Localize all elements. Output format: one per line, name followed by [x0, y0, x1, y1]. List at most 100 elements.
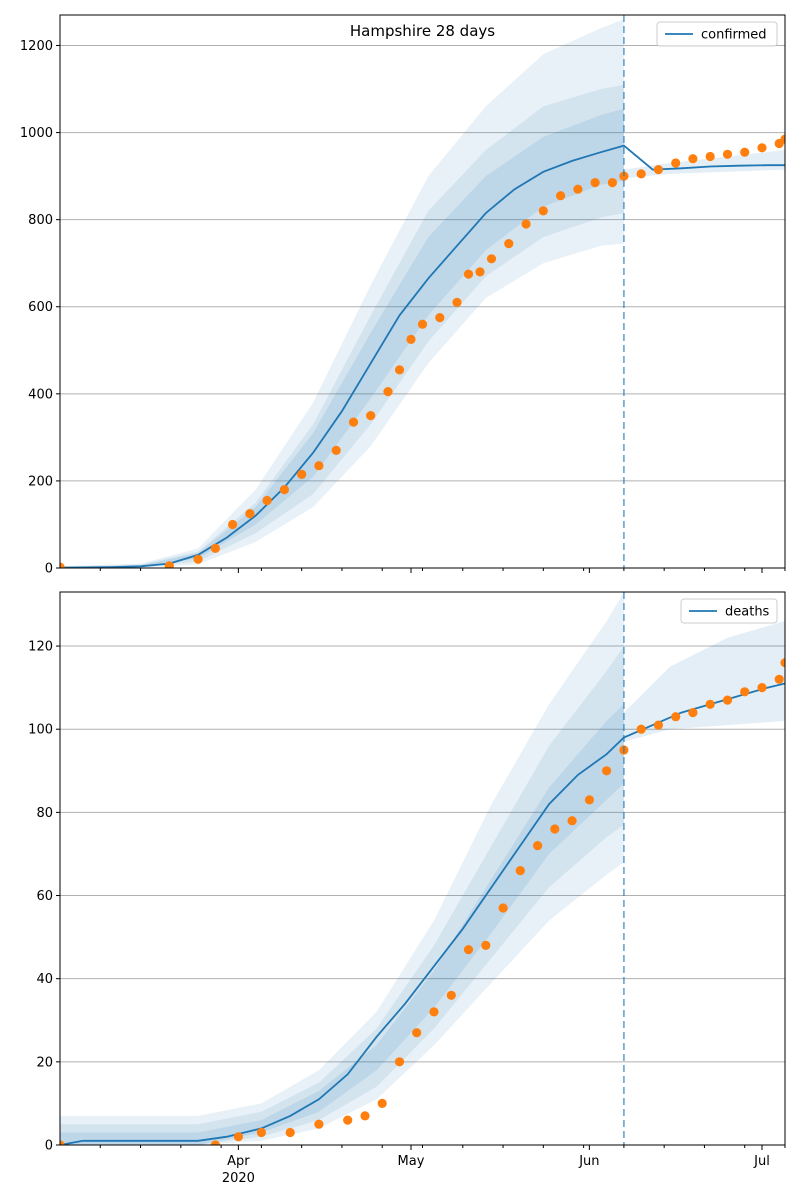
observed-point [515, 866, 525, 876]
observed-point [688, 154, 698, 164]
observed-point [435, 313, 445, 323]
observed-point [740, 687, 750, 697]
observed-point [486, 254, 497, 264]
observed-point [463, 269, 474, 279]
observed-point [504, 239, 514, 249]
model-line [60, 144, 785, 568]
y-tick-label: 800 [28, 213, 53, 228]
observed-point [360, 1111, 370, 1121]
observed-point [636, 169, 646, 179]
observed-point [607, 178, 618, 188]
observed-point [688, 708, 698, 718]
observed-point [446, 990, 456, 1000]
uncertainty-band-inner [60, 108, 624, 568]
legend-box [680, 598, 778, 624]
observed-point [567, 816, 577, 826]
x-year-label: 2020 [222, 1171, 255, 1186]
observed-point [256, 1127, 266, 1138]
observed-point [463, 945, 474, 955]
observed-point [412, 1028, 422, 1038]
observed-point [521, 219, 531, 229]
y-tick-label: 200 [28, 474, 53, 489]
observed-point [481, 940, 491, 951]
observed-point [429, 1007, 439, 1017]
observed-point [602, 766, 612, 776]
x-tick-label: Jul [753, 1154, 770, 1169]
observed-point [348, 417, 359, 427]
legend-box [656, 21, 778, 47]
uncertainty-band-middle [60, 84, 624, 568]
y-tick-label: 100 [28, 723, 53, 738]
observed-point [653, 720, 664, 730]
uncertainty-band-forecast [623, 150, 785, 179]
y-tick-label: 80 [36, 806, 53, 821]
observed-point [406, 334, 416, 344]
deaths-chart-panel: 0 20 40 60 80 100 120 Apr May Jun Jul 2020 deaths [28, 591, 786, 1186]
legend-label: confirmed [701, 28, 767, 43]
observed-point [366, 411, 376, 421]
observed-point [285, 1127, 295, 1138]
uncertainty-band-forecast [623, 621, 785, 742]
observed-point [297, 469, 307, 479]
observed-point [279, 485, 289, 495]
observed-point [636, 724, 646, 734]
observed-point [584, 795, 595, 805]
observed-point [550, 824, 560, 834]
observed-point [331, 445, 341, 455]
model-line [60, 682, 785, 1145]
observed-point [671, 712, 681, 722]
y-tick-label: 0 [45, 1139, 53, 1154]
observed-point [60, 562, 65, 568]
observed-point [590, 178, 600, 188]
observed-point [722, 149, 733, 159]
plot-area [60, 19, 785, 568]
observed-point [619, 171, 629, 181]
observed-point [417, 319, 428, 329]
observed-point [556, 191, 566, 201]
observed-point [233, 1132, 243, 1142]
observed-point [228, 519, 238, 530]
observed-point [394, 1057, 405, 1067]
y-tick-label: 40 [36, 972, 53, 987]
observed-point [210, 543, 220, 554]
y-tick-label: 1200 [20, 39, 53, 54]
y-tick-label: 120 [28, 640, 53, 655]
y-tick-label: 20 [36, 1055, 53, 1070]
observed-point [343, 1115, 353, 1125]
observed-point [475, 267, 485, 277]
chart-title: Hampshire 28 days [350, 22, 495, 40]
observed-point [210, 1140, 220, 1145]
observed-point [60, 1140, 65, 1145]
observed-point [383, 387, 393, 397]
observed-point [452, 297, 462, 307]
observed-point [314, 461, 324, 471]
observed-point [671, 158, 681, 168]
observed-point [538, 206, 548, 216]
legend: deaths [680, 598, 778, 624]
observed-point [757, 683, 767, 693]
plot-area [60, 592, 785, 1145]
observed-point [245, 508, 255, 519]
observed-point [573, 184, 583, 194]
observed-point [780, 658, 785, 668]
observed-point [653, 165, 664, 175]
observed-point [262, 495, 272, 506]
y-tick-label: 60 [36, 889, 53, 904]
uncertainty-band-outer [60, 19, 624, 568]
confirmed-chart-panel: 0 200 400 600 800 1000 1200 Hampshire 28 days co… [20, 14, 786, 577]
observed-point [757, 143, 767, 153]
uncertainty-band-middle [60, 646, 624, 1145]
observed-point [498, 903, 508, 913]
observed-point [780, 134, 785, 144]
observed-point [740, 147, 750, 157]
y-tick-label: 600 [28, 300, 53, 315]
observed-point [164, 561, 174, 568]
observed-point [705, 151, 715, 162]
observed-point [193, 554, 203, 564]
observed-point [314, 1119, 324, 1129]
observed-point [722, 695, 733, 705]
legend-label: deaths [725, 605, 770, 620]
y-tick-label: 400 [28, 387, 53, 402]
x-tick-label: Apr [227, 1154, 250, 1169]
